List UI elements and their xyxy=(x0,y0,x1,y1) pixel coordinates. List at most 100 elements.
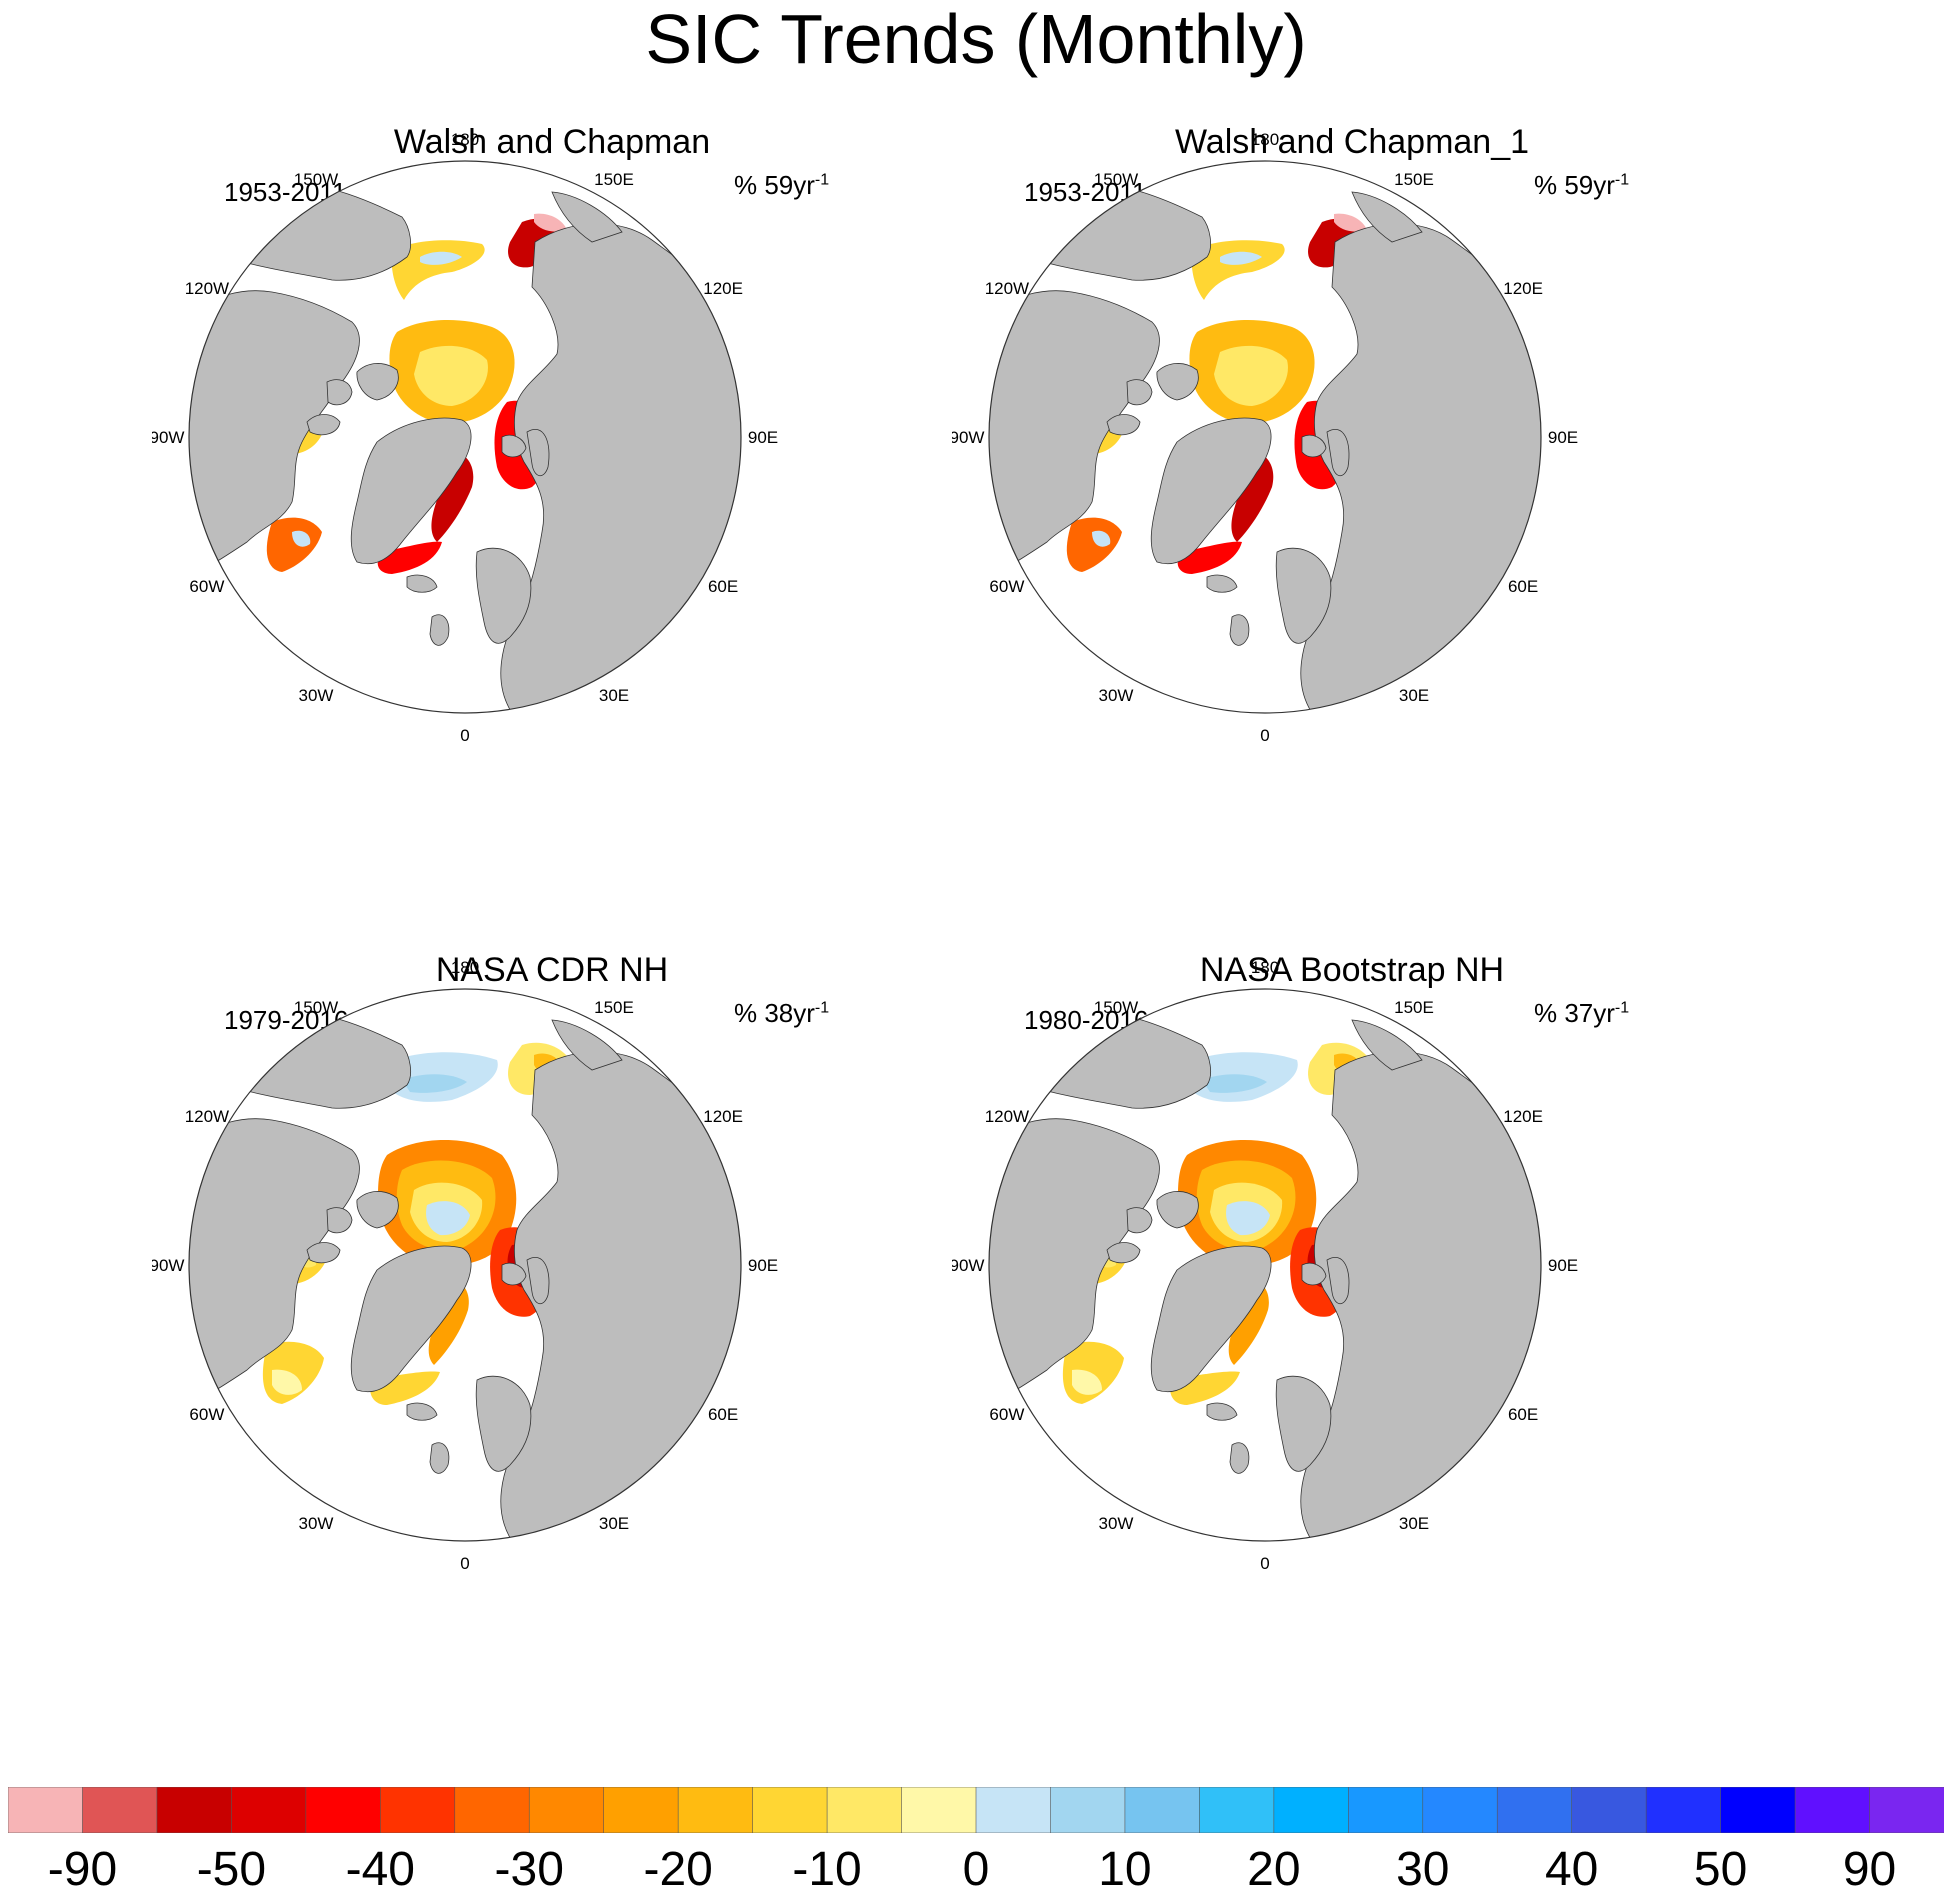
map-boundary xyxy=(988,160,1542,714)
colorbar-tick-label: -30 xyxy=(494,1843,564,1896)
colorbar-tick-label: -50 xyxy=(196,1843,267,1896)
longitude-label: 180 xyxy=(451,958,479,977)
polar-map: 180 150E 120E 90E 60E 30E 0 30W 60W 90W 120W 150W xyxy=(952,130,1578,745)
longitude-label: 0 xyxy=(1260,1554,1269,1573)
colorbar-segment xyxy=(231,1787,307,1833)
colorbar-segment xyxy=(1869,1787,1944,1833)
longitude-label: 0 xyxy=(460,1554,469,1573)
colorbar-tick-label: 30 xyxy=(1396,1843,1450,1896)
colorbar xyxy=(8,1787,1944,1833)
panel-title: Walsh and Chapman xyxy=(393,123,711,161)
colorbar-tick-label: 40 xyxy=(1544,1843,1599,1896)
panel-units: % 59yr-1 xyxy=(1534,170,1630,200)
colorbar-tick-label: 10 xyxy=(1098,1843,1152,1896)
longitude-label: 90W xyxy=(952,428,984,447)
colorbar-segment xyxy=(901,1787,977,1833)
longitude-label: 0 xyxy=(1260,726,1269,745)
colorbar-tick-label: 90 xyxy=(1842,1843,1897,1896)
colorbar-segment xyxy=(1348,1787,1424,1833)
colorbar-tick-label: -40 xyxy=(345,1843,415,1896)
colorbar-segment xyxy=(156,1787,233,1833)
longitude-label: 90W xyxy=(152,428,184,447)
longitude-label: 90E xyxy=(1548,428,1578,447)
colorbar-segment xyxy=(1645,1787,1722,1833)
colorbar-segment xyxy=(380,1787,456,1833)
colorbar-segment xyxy=(1720,1787,1796,1833)
polar-map: 180 150E 120E 90E 60E 30E 0 30W 60W 90W 120W 150W xyxy=(952,958,1578,1573)
longitude-label: 60E xyxy=(708,577,738,596)
longitude-label: 150E xyxy=(1394,170,1434,189)
longitude-label: 30W xyxy=(299,686,334,705)
longitude-label: 90W xyxy=(952,1256,984,1275)
colorbar-segment xyxy=(1496,1787,1573,1833)
colorbar-segment xyxy=(752,1787,828,1833)
colorbar-segment xyxy=(305,1787,382,1833)
colorbar-tick-label: 50 xyxy=(1693,1843,1748,1896)
colorbar-segment xyxy=(82,1787,158,1833)
colorbar-segment xyxy=(8,1787,84,1833)
longitude-label: 180 xyxy=(1251,958,1279,977)
colorbar-tick-label: -20 xyxy=(643,1843,713,1896)
colorbar-segment xyxy=(528,1787,605,1833)
longitude-label: 120W xyxy=(985,279,1029,298)
longitude-label: 30W xyxy=(1099,686,1134,705)
longitude-label: 60E xyxy=(1508,1405,1538,1424)
longitude-label: 120E xyxy=(703,279,743,298)
longitude-label: 60W xyxy=(989,577,1024,596)
longitude-label: 120W xyxy=(185,279,229,298)
colorbar-segment xyxy=(1199,1787,1275,1833)
longitude-label: 60W xyxy=(189,577,224,596)
colorbar-tick-label: 20 xyxy=(1247,1843,1301,1896)
longitude-label: 60E xyxy=(708,1405,738,1424)
colorbar-segment xyxy=(975,1787,1052,1833)
panel-units: % 37yr-1 xyxy=(1534,998,1630,1028)
longitude-label: 30E xyxy=(1399,1514,1429,1533)
longitude-label: 120W xyxy=(185,1107,229,1126)
colorbar-segment xyxy=(1050,1787,1126,1833)
polar-map: 180 150E 120E 90E 60E 30E 0 30W 60W 90W 120W 150W xyxy=(152,958,778,1573)
longitude-label: 90E xyxy=(1548,1256,1578,1275)
longitude-label: 150W xyxy=(294,998,338,1017)
longitude-label: 120W xyxy=(985,1107,1029,1126)
longitude-label: 120E xyxy=(1503,1107,1543,1126)
longitude-label: 90E xyxy=(748,1256,778,1275)
longitude-label: 60E xyxy=(1508,577,1538,596)
longitude-label: 150W xyxy=(1094,170,1138,189)
panel-title: NASA Bootstrap NH xyxy=(1199,951,1505,989)
map-panel-walsh-chapman-1: Walsh and Chapman_1 1953-2011 % 59yr-1 1… xyxy=(952,122,1752,952)
colorbar-tick-label: -10 xyxy=(792,1843,862,1896)
longitude-label: 150E xyxy=(1394,998,1434,1017)
longitude-label: 30E xyxy=(1399,686,1429,705)
colorbar-segment xyxy=(1273,1787,1350,1833)
longitude-label: 150E xyxy=(594,998,634,1017)
longitude-label: 30W xyxy=(1099,1514,1134,1533)
map-panel-nasa-cdr: NASA CDR NH 1979-2016 % 38yr-1 180 150E 12… xyxy=(152,950,952,1780)
longitude-label: 180 xyxy=(451,130,479,149)
colorbar-segment xyxy=(1124,1787,1201,1833)
longitude-label: 90W xyxy=(152,1256,184,1275)
longitude-label: 30E xyxy=(599,686,629,705)
colorbar-segment xyxy=(1794,1787,1871,1833)
panel-title: NASA CDR NH xyxy=(435,951,669,989)
map-boundary xyxy=(988,988,1542,1542)
colorbar-segment xyxy=(603,1787,679,1833)
colorbar-segment xyxy=(454,1787,531,1833)
colorbar-labels: -90 -50 -40 -30 -20 -10 0 10 20 30 40 50 90 xyxy=(0,1842,1952,1896)
longitude-label: 60W xyxy=(189,1405,224,1424)
longitude-label: 120E xyxy=(1503,279,1543,298)
longitude-label: 150W xyxy=(1094,998,1138,1017)
map-panel-walsh-chapman: Walsh and Chapman 1953-2011 % 59yr-1 180… xyxy=(152,122,952,952)
polar-map: 180 150E 120E 90E 60E 30E 0 30W 60W 90W 120W 150W xyxy=(152,130,778,745)
panel-units: % 59yr-1 xyxy=(734,170,830,200)
figure-title: SIC Trends (Monthly) xyxy=(645,0,1307,78)
longitude-label: 90E xyxy=(748,428,778,447)
longitude-label: 30E xyxy=(599,1514,629,1533)
panel-units: % 38yr-1 xyxy=(734,998,830,1028)
longitude-label: 0 xyxy=(460,726,469,745)
longitude-label: 150E xyxy=(594,170,634,189)
map-panel-nasa-bootstrap: NASA Bootstrap NH 1980-2016 % 37yr-1 180… xyxy=(952,950,1752,1780)
longitude-label: 180 xyxy=(1251,130,1279,149)
colorbar-tick-label: 0 xyxy=(962,1843,990,1896)
longitude-label: 60W xyxy=(989,1405,1024,1424)
map-boundary xyxy=(188,988,742,1542)
